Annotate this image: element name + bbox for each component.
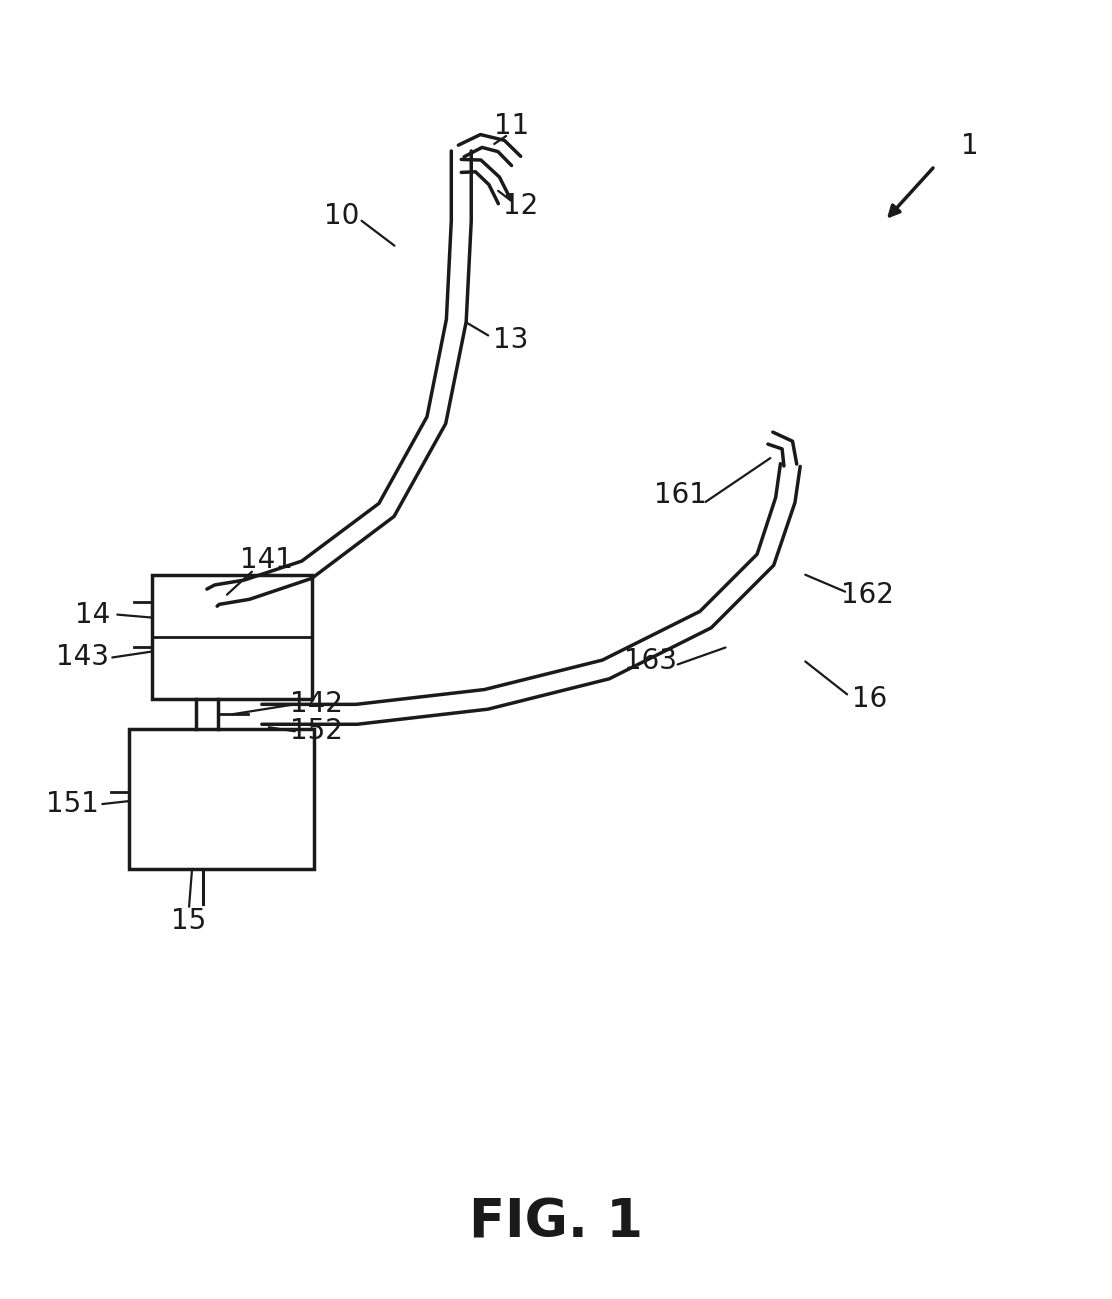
Text: 16: 16: [853, 686, 887, 713]
Text: 143: 143: [56, 643, 109, 672]
Text: 151: 151: [46, 790, 99, 818]
Text: 1: 1: [961, 132, 979, 160]
Text: 163: 163: [624, 647, 677, 675]
Text: 142: 142: [290, 690, 344, 718]
Text: 152: 152: [290, 717, 344, 746]
Text: 14: 14: [75, 600, 110, 629]
Bar: [152, 574, 311, 699]
Text: 162: 162: [841, 581, 894, 609]
Text: 15: 15: [171, 907, 207, 935]
Text: 161: 161: [654, 481, 707, 509]
Text: 12: 12: [504, 192, 538, 220]
Text: FIG. 1: FIG. 1: [469, 1196, 643, 1248]
Bar: [129, 729, 314, 869]
Text: 13: 13: [494, 326, 529, 355]
Text: 141: 141: [240, 546, 294, 574]
Text: 11: 11: [494, 112, 528, 140]
Text: 10: 10: [324, 201, 359, 230]
